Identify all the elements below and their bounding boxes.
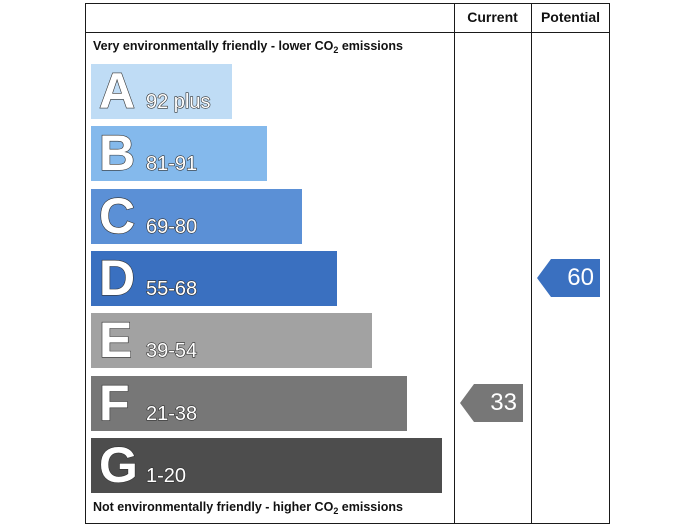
band-a: A 92 plus	[91, 64, 232, 119]
header-divider	[85, 32, 610, 33]
bottom-caption-suffix: emissions	[338, 500, 403, 514]
band-e: E 39-54	[91, 313, 372, 369]
band-range: 92 plus	[145, 90, 211, 113]
band-b: B 81-91	[91, 126, 267, 182]
top-caption-text: Very environmentally friendly - lower CO	[93, 39, 334, 53]
potential-column-header: Potential	[540, 9, 601, 25]
band-range: 1-20	[145, 464, 187, 487]
column-divider-potential	[531, 3, 532, 524]
band-range: 55-68	[145, 277, 198, 300]
band-letter: A	[98, 64, 136, 119]
band-f: F 21-38	[91, 375, 407, 431]
current-rating-marker: 33	[460, 384, 523, 422]
band-c: C 69-80	[91, 188, 302, 244]
band-letter: C	[98, 188, 136, 244]
potential-rating-value: 60	[567, 264, 594, 292]
bottom-caption-subscript: 2	[333, 506, 339, 516]
band-g: G 1-20	[91, 437, 442, 493]
band-range: 69-80	[145, 215, 198, 238]
bottom-caption-text: Not environmentally friendly - higher CO	[93, 500, 334, 514]
current-column-header: Current	[467, 9, 518, 25]
top-caption-suffix: emissions	[338, 39, 403, 53]
chart-frame	[85, 3, 610, 524]
column-divider-current	[454, 3, 455, 524]
band-d: D 55-68	[91, 250, 337, 306]
band-range: 21-38	[145, 402, 198, 425]
potential-arrow-shape	[537, 259, 600, 298]
band-letter: D	[98, 250, 136, 306]
top-caption: Very environmentally friendly - lower CO…	[93, 39, 403, 55]
potential-rating-marker: 60	[537, 259, 600, 298]
band-letter: G	[98, 437, 138, 493]
current-arrow-shape	[460, 384, 523, 422]
band-letter: F	[98, 375, 130, 431]
band-range: 81-91	[145, 153, 198, 176]
top-caption-subscript: 2	[333, 45, 339, 55]
band-letter: B	[98, 126, 136, 182]
environmental-impact-rating-chart: Current Potential Very environmentally f…	[85, 3, 610, 524]
band-range: 39-54	[145, 340, 198, 363]
current-rating-value: 33	[490, 389, 517, 416]
band-letter: E	[98, 313, 133, 369]
bottom-caption: Not environmentally friendly - higher CO…	[93, 500, 403, 516]
